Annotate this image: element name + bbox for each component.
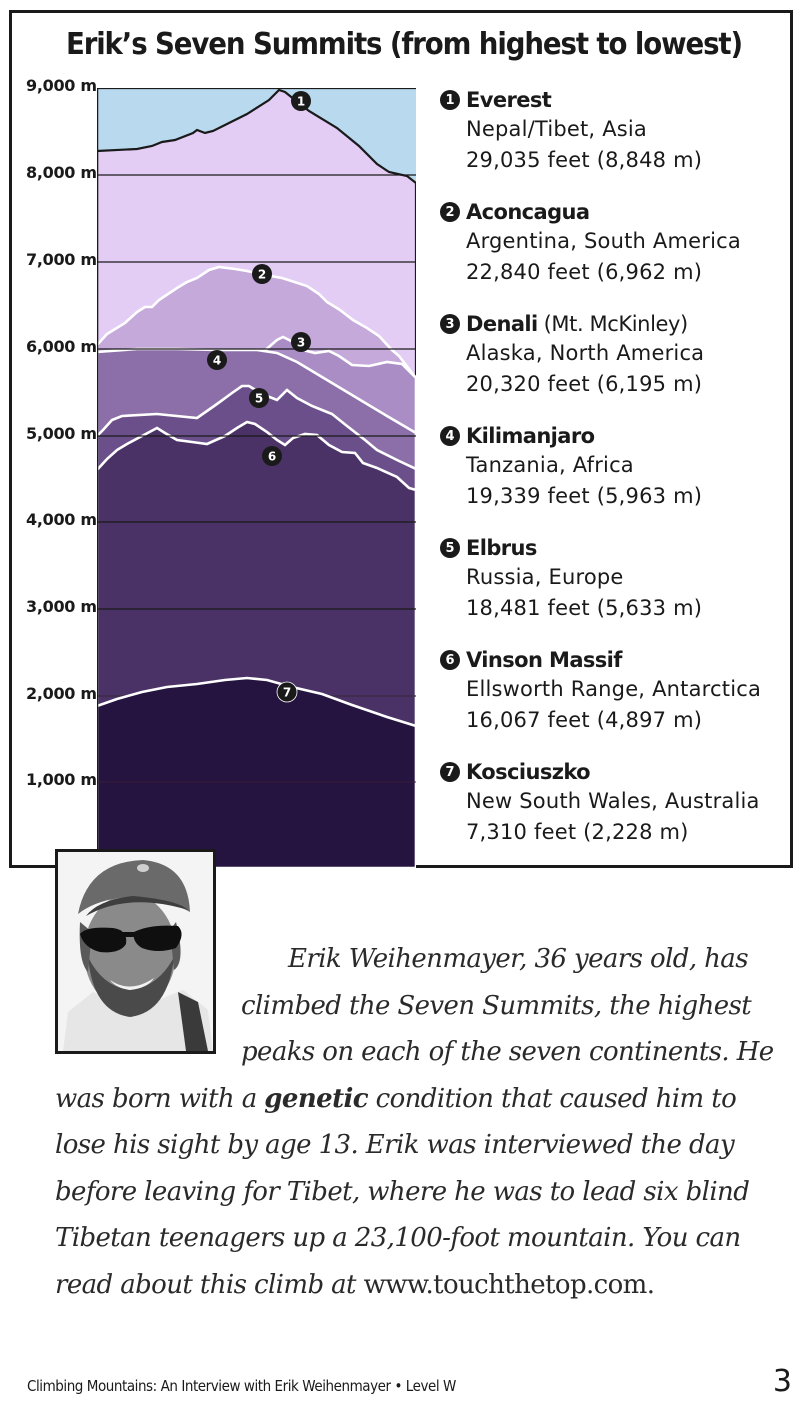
- svg-text:5: 5: [255, 392, 263, 406]
- y-tick-4000: 4,000 m: [26, 510, 97, 529]
- y-tick-6000: 6,000 m: [26, 337, 97, 356]
- article-text: condition that caused him to: [367, 1083, 737, 1114]
- peak-name: Aconcagua: [466, 200, 590, 224]
- article-paragraph: Erik Weihenmayer, 36 years old, has clim…: [55, 936, 790, 1308]
- number-badge-icon: 6: [440, 650, 460, 670]
- svg-text:4: 4: [213, 354, 221, 368]
- kosciuszko-silhouette: [97, 676, 416, 868]
- number-badge-icon: 7: [440, 762, 460, 782]
- article-line: peaks on each of the seven continents. H…: [241, 1037, 774, 1067]
- svg-text:2: 2: [258, 268, 266, 282]
- peak-marker-4: 4: [207, 350, 227, 370]
- number-badge-icon: 1: [440, 90, 460, 110]
- peak-location: Tanzania, Africa: [466, 453, 634, 477]
- peak-marker-7: 7: [276, 681, 298, 703]
- svg-text:7: 7: [283, 686, 291, 700]
- article-line: climbed the Seven Summits, the highest: [241, 990, 752, 1021]
- peak-name: Everest: [466, 88, 552, 112]
- svg-text:6: 6: [268, 450, 276, 464]
- legend-entry-vinson-massif: 6 Vinson Massif Ellsworth Range, Antarct…: [440, 646, 790, 736]
- peak-name: Denali: [466, 312, 538, 336]
- number-badge-icon: 5: [440, 538, 460, 558]
- peak-marker-6: 6: [262, 446, 282, 466]
- article-line: read about this climb at www.touchthetop…: [55, 1262, 790, 1309]
- article-line: lose his sight by age 13. Erik was inter…: [55, 1130, 735, 1160]
- website-link[interactable]: www.touchthetop.com.: [363, 1269, 655, 1300]
- y-tick-7000: 7,000 m: [26, 250, 97, 269]
- legend-entry-kilimanjaro: 4 Kilimanjaro Tanzania, Africa 19,339 fe…: [440, 422, 790, 512]
- peak-marker-2: 2: [252, 264, 272, 284]
- legend-entry-denali: 3 Denali (Mt. McKinley) Alaska, North Am…: [440, 310, 790, 400]
- peak-name: Kosciuszko: [466, 760, 591, 784]
- svg-text:1: 1: [297, 95, 305, 109]
- article-line: Erik Weihenmayer, 36 years old, has: [288, 944, 749, 974]
- article-text: read about this climb at: [55, 1269, 364, 1300]
- peak-location: Alaska, North America: [466, 341, 705, 365]
- peak-location: New South Wales, Australia: [466, 789, 760, 813]
- article-line: before leaving for Tibet, where he was t…: [55, 1176, 750, 1207]
- peak-location: Argentina, South America: [466, 229, 741, 253]
- peak-height: 7,310 feet (2,228 m): [466, 820, 689, 844]
- peak-height: 19,339 feet (5,963 m): [466, 484, 703, 508]
- y-tick-1000: 1,000 m: [26, 770, 97, 789]
- peak-height: 18,481 feet (5,633 m): [466, 596, 703, 620]
- legend-entry-everest: 1 Everest Nepal/Tibet, Asia 29,035 feet …: [440, 86, 790, 176]
- peak-marker-3: 3: [291, 332, 311, 352]
- peak-height: 20,320 feet (6,195 m): [466, 372, 703, 396]
- peak-alternate-name: (Mt. McKinley): [543, 312, 689, 336]
- peak-location: Nepal/Tibet, Asia: [466, 117, 647, 141]
- peak-height: 16,067 feet (4,897 m): [466, 708, 703, 732]
- number-badge-icon: 3: [440, 314, 460, 334]
- peak-name: Vinson Massif: [466, 648, 622, 672]
- legend-entry-aconcagua: 2 Aconcagua Argentina, South America 22,…: [440, 198, 790, 288]
- y-tick-2000: 2,000 m: [26, 684, 97, 703]
- peak-height: 29,035 feet (8,848 m): [466, 148, 703, 172]
- chart-title: Erik’s Seven Summits (from highest to lo…: [65, 27, 743, 62]
- svg-text:3: 3: [297, 336, 305, 350]
- y-tick-8000: 8,000 m: [26, 163, 97, 182]
- peak-name: Kilimanjaro: [466, 424, 595, 448]
- y-tick-3000: 3,000 m: [26, 597, 97, 616]
- elevation-plot: 1 2 3 4 5 6 7: [97, 88, 416, 868]
- peak-name: Elbrus: [466, 536, 537, 560]
- y-tick-9000: 9,000 m: [26, 76, 97, 95]
- peak-marker-1: 1: [291, 91, 311, 111]
- article-line: was born with a genetic condition that c…: [55, 1076, 790, 1123]
- legend-entry-kosciuszko: 7 Kosciuszko New South Wales, Australia …: [440, 758, 790, 848]
- article-line: Tibetan teenagers up a 23,100-foot mount…: [55, 1223, 741, 1253]
- page-number: 3: [772, 1364, 792, 1399]
- page-footer: Climbing Mountains: An Interview with Er…: [27, 1377, 456, 1395]
- legend-entry-elbrus: 5 Elbrus Russia, Europe 18,481 feet (5,6…: [440, 534, 790, 624]
- peak-marker-5: 5: [249, 388, 269, 408]
- number-badge-icon: 2: [440, 202, 460, 222]
- article-text: was born with a: [55, 1083, 265, 1114]
- y-tick-5000: 5,000 m: [26, 424, 97, 443]
- peak-location: Russia, Europe: [466, 565, 624, 589]
- peak-height: 22,840 feet (6,962 m): [466, 260, 703, 284]
- peak-location: Ellsworth Range, Antarctica: [466, 677, 762, 701]
- erik-portrait-photo: [55, 849, 216, 1054]
- number-badge-icon: 4: [440, 426, 460, 446]
- vocabulary-word-genetic: genetic: [264, 1083, 368, 1114]
